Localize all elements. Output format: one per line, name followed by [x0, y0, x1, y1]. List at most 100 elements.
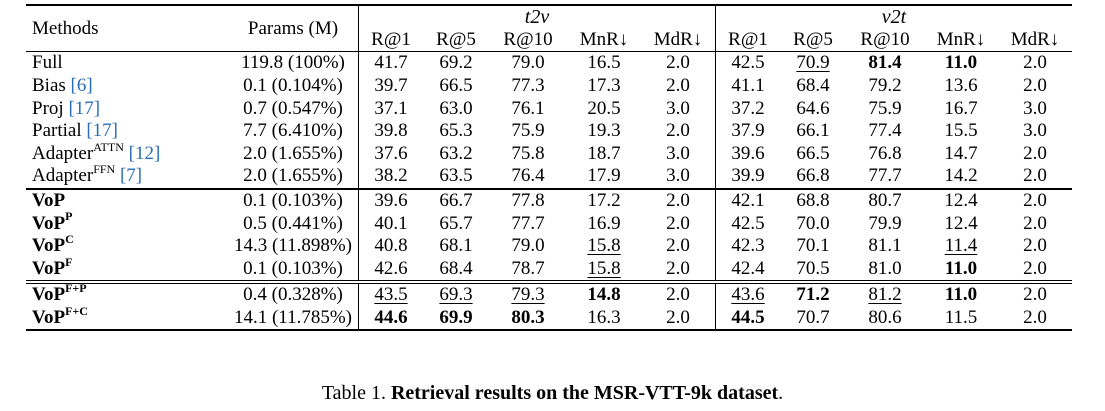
- method-label: VoP: [32, 235, 66, 257]
- caption-prefix: Table 1.: [321, 382, 391, 404]
- params-value: 0.1 (0.104%): [243, 75, 343, 97]
- t2v-metric-cell: 69.3: [423, 280, 489, 307]
- metric-value: 65.7: [439, 212, 473, 234]
- table-body: Methods Params (M) t2v v2t R@1 R@5 R@10 MnR…: [26, 4, 1072, 332]
- metric-value: 80.3: [511, 307, 545, 329]
- metric-value: 2.0: [1023, 235, 1047, 257]
- header-row-metrics: R@1 R@5 R@10 MnR↓ MdR↓ R@1 R@5 R@10 MnR↓ MdR↓: [26, 28, 1072, 53]
- t2v-metric-cell: 38.2: [358, 165, 423, 189]
- t2v-metric-cell: 78.7: [489, 258, 567, 283]
- metric-value: 41.7: [374, 52, 408, 74]
- metric-value: 15.8: [587, 235, 621, 257]
- t2v-metric-cell: 40.1: [358, 212, 423, 235]
- metric-value: 17.3: [587, 75, 621, 97]
- t2v-metric-cell: 43.5: [358, 280, 423, 307]
- metric-value: 37.9: [731, 120, 765, 142]
- t2v-metric-cell: 20.5: [567, 97, 641, 120]
- v2t-metric-cell: 68.4: [780, 75, 846, 98]
- metric-value: 70.7: [796, 307, 830, 329]
- metric-value: 40.1: [374, 212, 408, 234]
- metric-value: 66.5: [796, 142, 830, 164]
- method-label: Full: [32, 52, 63, 74]
- metric-value: 16.7: [944, 97, 978, 119]
- metric-value: 69.2: [439, 52, 473, 74]
- metric-value: 41.1: [731, 75, 765, 97]
- citation-link[interactable]: [17]: [68, 97, 101, 119]
- metric-value: 42.1: [731, 190, 765, 212]
- v2t-metric-cell: 3.0: [998, 120, 1072, 143]
- table-row: AdapterFFN [7] 2.0 (1.655%) 38.2 63.5 76.4 17…: [26, 163, 1072, 189]
- metric-value: 39.8: [374, 120, 408, 142]
- metric-value: 76.4: [511, 165, 545, 187]
- header-v2t-metric: R@1: [715, 28, 780, 53]
- metric-value: 2.0: [666, 75, 690, 97]
- t2v-metric-cell: 39.7: [358, 74, 423, 98]
- metric-value: 14.2: [944, 165, 978, 187]
- table-row: VoPF 0.1 (0.103%) 42.6 68.4 78.7 15.8 2.0 42.4 7…: [26, 256, 1072, 283]
- t2v-metric-cell: 37.1: [358, 97, 423, 120]
- header-t2v-metric: R@10: [489, 28, 567, 53]
- v2t-metric-cell: 39.9: [715, 165, 780, 189]
- metric-value: 79.3: [511, 284, 545, 306]
- method-superscript: ATTN: [93, 139, 124, 154]
- header-group-t2v: t2v: [358, 4, 716, 29]
- metric-value: 43.6: [731, 284, 765, 306]
- v2t-metric-cell: 77.7: [846, 165, 924, 189]
- metric-value: 42.4: [731, 257, 765, 279]
- metric-value: 2.0: [666, 120, 690, 142]
- t2v-metric-cell: 63.0: [423, 97, 489, 120]
- metric-value: 18.7: [587, 142, 621, 164]
- method-superscript: F+P: [65, 281, 87, 296]
- v2t-metric-cell: 37.9: [715, 119, 780, 143]
- metric-value: 70.0: [796, 212, 830, 234]
- v2t-metric-cell: 42.1: [715, 187, 780, 213]
- params-value: 0.1 (0.103%): [228, 187, 359, 213]
- method-name: VoPF+C: [26, 305, 228, 332]
- retrieval-results-table: Methods Params (M) t2v v2t R@1 R@5 R@10 MnR…: [26, 4, 1072, 332]
- v2t-metric-cell: 42.4: [715, 257, 780, 283]
- v2t-metric-cell: 37.2: [715, 97, 780, 120]
- v2t-metric-cell: 11.0: [924, 280, 998, 307]
- citation-link[interactable]: [6]: [70, 75, 93, 97]
- citation-link[interactable]: [7]: [119, 165, 143, 187]
- v2t-metric-cell: 2.0: [998, 258, 1072, 283]
- metric-value: 17.2: [587, 190, 621, 212]
- metric-value: 79.9: [868, 212, 902, 234]
- t2v-metric-cell: 66.7: [423, 187, 489, 213]
- t2v-metric-cell: 75.9: [489, 120, 567, 143]
- t2v-metric-cell: 69.9: [423, 306, 489, 332]
- v2t-metric-cell: 81.2: [846, 280, 924, 307]
- method-name: Full: [26, 52, 228, 75]
- t2v-metric-cell: 18.7: [567, 143, 641, 166]
- method-name: VoPF: [26, 256, 228, 283]
- metric-value: 81.0: [868, 257, 902, 279]
- t2v-metric-cell: 17.9: [567, 165, 641, 189]
- params-value: 14.1 (11.785%): [228, 306, 359, 332]
- v2t-metric-cell: 14.2: [924, 165, 998, 189]
- v2t-metric-cell: 70.5: [780, 258, 846, 283]
- metric-value: 81.2: [868, 284, 902, 306]
- t2v-metric-cell: 79.3: [489, 280, 567, 307]
- t2v-metric-cell: 2.0: [641, 280, 716, 307]
- metric-value: 69.3: [439, 284, 473, 306]
- metric-value: 3.0: [666, 97, 690, 119]
- metric-value: 38.2: [374, 165, 408, 187]
- metric-value: 66.1: [796, 120, 830, 142]
- method-label: Adapter: [32, 165, 94, 187]
- citation-link[interactable]: [17]: [86, 120, 119, 142]
- metric-value: 3.0: [1023, 97, 1047, 119]
- t2v-metric-cell: 2.0: [641, 75, 716, 98]
- t2v-metric-cell: 2.0: [641, 235, 716, 258]
- v2t-metric-cell: 70.1: [780, 235, 846, 258]
- metric-value: 3.0: [1023, 120, 1047, 142]
- method-superscript: C: [65, 231, 74, 246]
- metric-value: 19.3: [587, 120, 621, 142]
- t2v-metric-cell: 2.0: [641, 258, 716, 283]
- header-t2v-metric: R@5: [423, 28, 489, 53]
- metric-value: 2.0: [1023, 257, 1047, 279]
- t2v-metric-cell: 63.5: [423, 165, 489, 189]
- method-label: VoP: [32, 307, 66, 329]
- citation-link[interactable]: [12]: [128, 142, 161, 164]
- table-row: Bias [6] 0.1 (0.104%) 39.7 66.5 77.3 17.3 2.0 4…: [26, 74, 1072, 98]
